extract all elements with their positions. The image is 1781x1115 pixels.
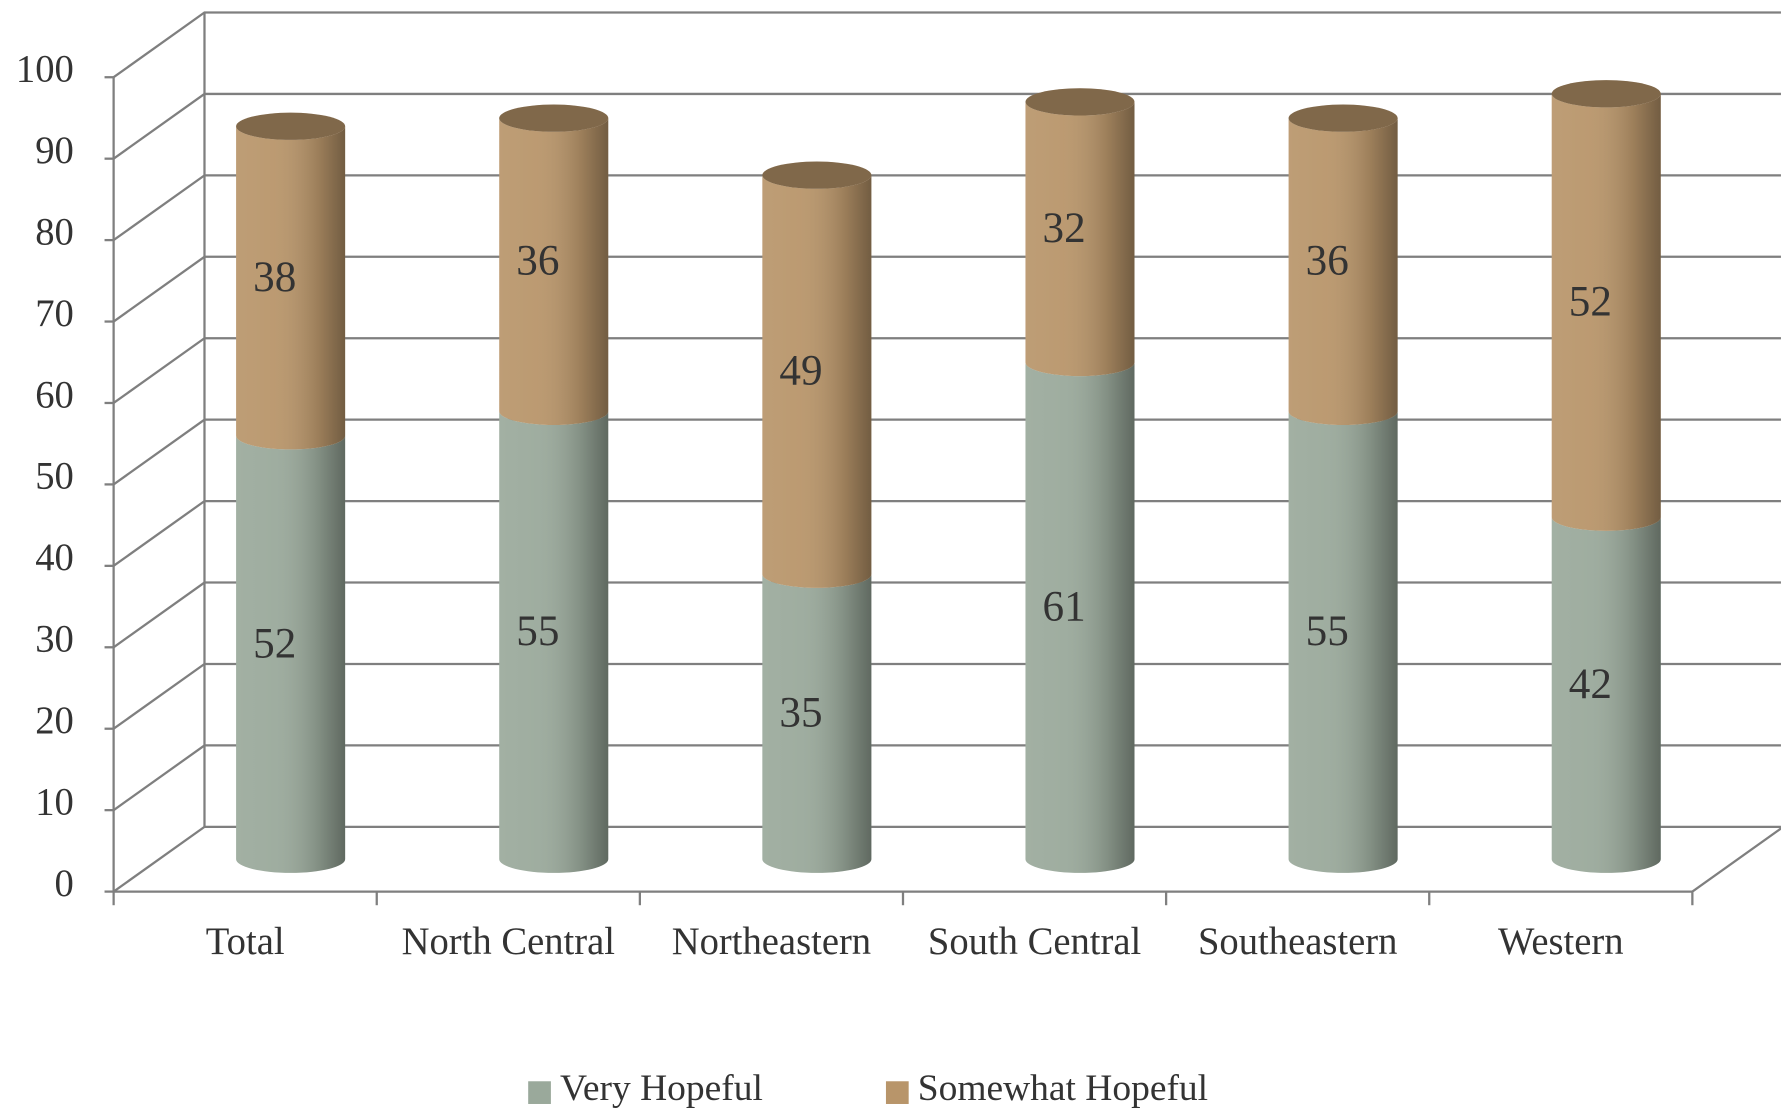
- y-tick-label: 0: [55, 863, 74, 905]
- bar-top-shade: [1288, 104, 1398, 132]
- value-label: 52: [253, 620, 296, 667]
- y-tick-label: 20: [35, 700, 74, 742]
- y-tick-label: 90: [35, 130, 74, 172]
- value-label: 52: [1569, 278, 1612, 325]
- bar-top-shade: [499, 104, 609, 132]
- value-label: 36: [1306, 238, 1349, 285]
- value-label: 38: [253, 254, 296, 301]
- y-tick-label: 70: [35, 293, 74, 335]
- grid-line: [112, 92, 1781, 160]
- value-label: 61: [1043, 584, 1086, 631]
- bar-shading: [1288, 411, 1398, 873]
- bar-shading: [762, 574, 872, 873]
- bar-top-shade: [236, 112, 346, 140]
- y-tick-label: 40: [35, 537, 74, 579]
- bar-top: [1025, 88, 1135, 116]
- bar-shading: [236, 435, 346, 873]
- value-label: 35: [779, 690, 822, 737]
- y-tick-label: 100: [16, 49, 74, 91]
- bar-shading: [762, 175, 872, 588]
- legend-swatch: [528, 1081, 551, 1104]
- bar-shading: [499, 411, 609, 873]
- y-tick-label: 50: [35, 456, 74, 498]
- legend-swatch: [885, 1081, 909, 1104]
- floor: [113, 827, 1781, 893]
- x-tick-label: Southeastern: [1198, 921, 1397, 963]
- value-label: 32: [1043, 205, 1086, 252]
- grid-line: [112, 11, 1781, 79]
- x-tick-label: North Central: [402, 921, 615, 963]
- legend-label: Very Hopeful: [560, 1068, 763, 1109]
- grid-line: [112, 581, 1781, 649]
- grid-line: [112, 255, 1781, 323]
- bar-shading: [236, 126, 346, 450]
- x-tick-label: Total: [206, 921, 285, 963]
- bar-shading: [1025, 362, 1135, 873]
- bar-shading: [1288, 118, 1398, 425]
- grid-line: [112, 174, 1781, 242]
- bar-shading: [499, 118, 609, 425]
- x-tick-label: Northeastern: [672, 921, 871, 963]
- bar-top-shade: [1025, 88, 1135, 116]
- bar-shading: [1025, 101, 1135, 377]
- y-tick-label: 60: [35, 374, 74, 416]
- bar-top: [499, 104, 609, 132]
- value-label: 55: [516, 608, 559, 655]
- grid-line: [112, 418, 1781, 486]
- value-label: 49: [779, 348, 822, 395]
- bar-top-shade: [1551, 80, 1661, 108]
- bar-top: [1551, 80, 1661, 108]
- x-tick-label: Western: [1498, 921, 1624, 963]
- bar-top: [1288, 104, 1398, 132]
- grid-line: [112, 662, 1781, 730]
- bar-top: [236, 112, 346, 140]
- bar-top: [762, 161, 872, 189]
- grid-line: [112, 825, 1781, 893]
- bar-top-shade: [762, 161, 872, 189]
- y-tick-label: 10: [35, 781, 74, 823]
- legend-label: Somewhat Hopeful: [918, 1068, 1208, 1109]
- bar-shading: [1551, 93, 1661, 531]
- value-label: 36: [516, 238, 559, 285]
- grid-line: [112, 499, 1781, 567]
- y-tick-label: 80: [35, 211, 74, 253]
- value-label: 42: [1569, 661, 1612, 708]
- x-tick-label: South Central: [928, 921, 1141, 963]
- bar-shading: [1551, 517, 1661, 873]
- y-tick-label: 30: [35, 619, 74, 661]
- grid-line: [112, 337, 1781, 404]
- value-label: 55: [1306, 608, 1349, 655]
- grid-line: [112, 744, 1781, 812]
